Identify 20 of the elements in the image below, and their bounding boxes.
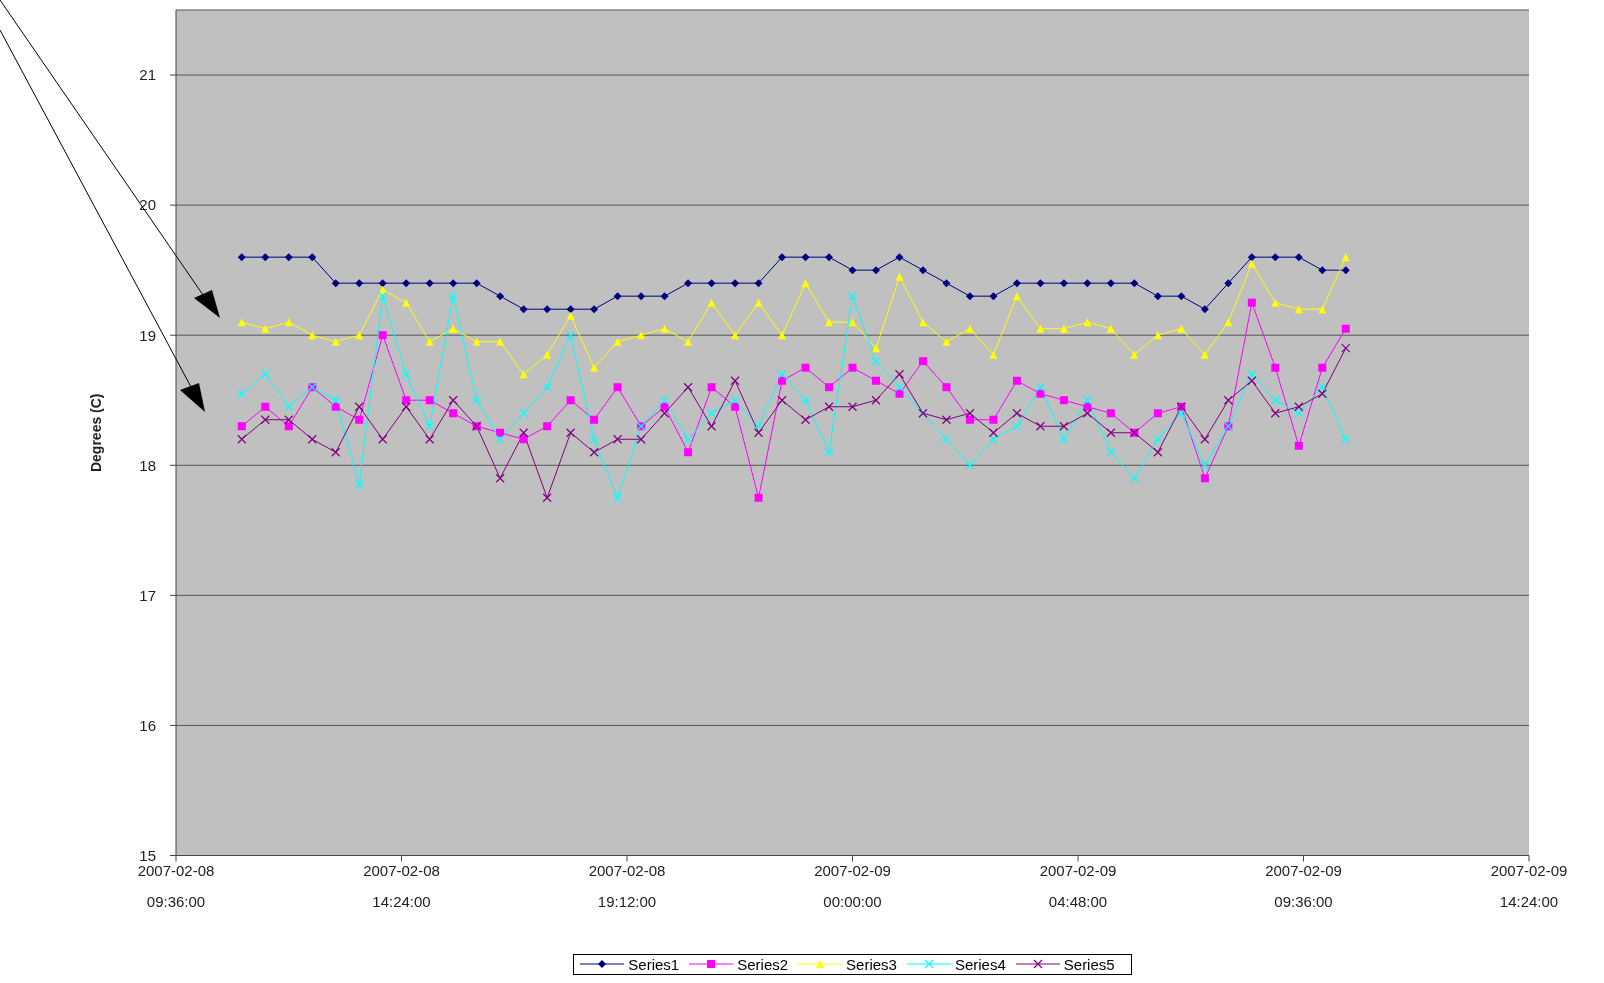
x-tick-label: 2007-02-09 14:24:00 (1490, 861, 1568, 910)
y-axis-title: Degrees (C) (87, 393, 104, 473)
legend-label: Series1 (628, 955, 680, 973)
y-tick-label: 21 (139, 66, 156, 84)
x-tick-label: 2007-02-09 09:36:00 (1265, 861, 1342, 910)
x-tick-label: 2007-02-08 19:12:00 (588, 861, 666, 910)
y-tick-label: 18 (139, 456, 156, 474)
x-tick-label: 2007-02-08 09:36:00 (137, 861, 215, 910)
legend-label: Series3 (846, 955, 897, 973)
y-tick-label: 19 (139, 326, 156, 344)
y-tick-label: 16 (139, 716, 156, 734)
x-tick-label: 2007-02-09 00:00:00 (814, 861, 891, 910)
legend-label: Series5 (1063, 955, 1115, 973)
y-tick-label: 20 (139, 196, 156, 214)
legend-label: Series2 (737, 955, 789, 973)
x-tick-label: 2007-02-09 04:48:00 (1039, 861, 1117, 910)
x-tick-label: 2007-02-08 14:24:00 (363, 861, 440, 910)
y-tick-label: 17 (139, 586, 156, 604)
legend-label: Series4 (954, 955, 1006, 973)
y-tick-label: 15 (139, 846, 156, 864)
